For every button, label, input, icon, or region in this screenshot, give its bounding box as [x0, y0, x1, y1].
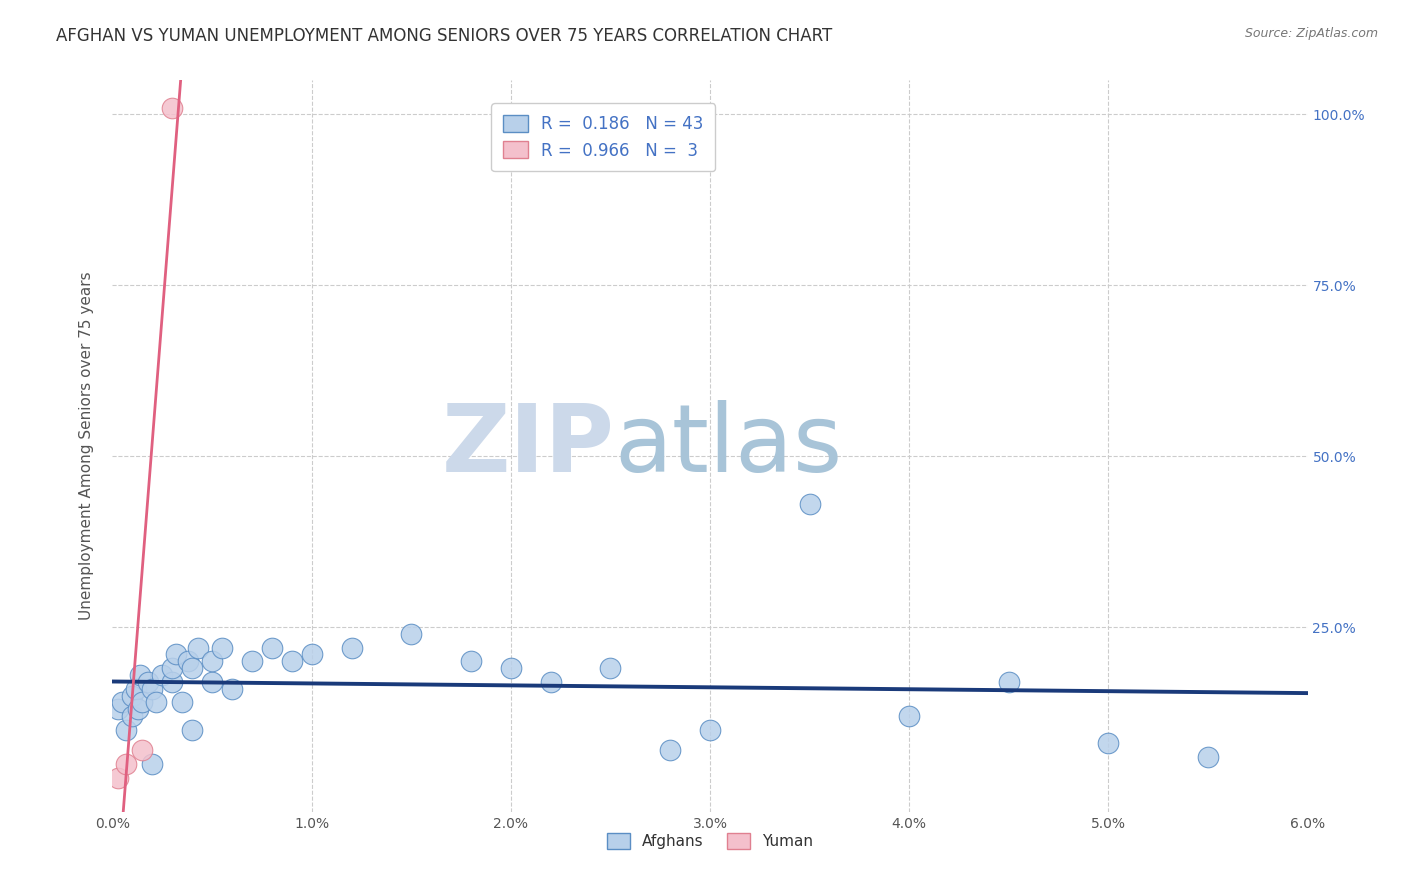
- Point: [162, 661, 183, 675]
- Point: [141, 756, 163, 771]
- Point: [111, 695, 134, 709]
- Point: [187, 640, 209, 655]
- Point: [131, 695, 153, 709]
- Point: [129, 668, 152, 682]
- Point: [659, 743, 682, 757]
- Point: [221, 681, 243, 696]
- Point: [125, 681, 148, 696]
- Text: AFGHAN VS YUMAN UNEMPLOYMENT AMONG SENIORS OVER 75 YEARS CORRELATION CHART: AFGHAN VS YUMAN UNEMPLOYMENT AMONG SENIO…: [56, 27, 832, 45]
- Point: [599, 661, 621, 675]
- Point: [998, 674, 1021, 689]
- Point: [201, 674, 224, 689]
- Point: [340, 640, 363, 655]
- Point: [540, 674, 562, 689]
- Point: [177, 654, 200, 668]
- Point: [301, 648, 323, 662]
- Point: [499, 661, 522, 675]
- Point: [162, 101, 183, 115]
- Point: [181, 723, 204, 737]
- Point: [281, 654, 304, 668]
- Point: [240, 654, 263, 668]
- Point: [460, 654, 482, 668]
- Text: Source: ZipAtlas.com: Source: ZipAtlas.com: [1244, 27, 1378, 40]
- Point: [699, 723, 721, 737]
- Text: atlas: atlas: [614, 400, 842, 492]
- Point: [401, 627, 423, 641]
- Legend: Afghans, Yuman: Afghans, Yuman: [600, 827, 820, 855]
- Point: [181, 661, 204, 675]
- Text: ZIP: ZIP: [441, 400, 614, 492]
- Point: [165, 648, 187, 662]
- Point: [162, 674, 183, 689]
- Point: [145, 695, 167, 709]
- Point: [211, 640, 233, 655]
- Y-axis label: Unemployment Among Seniors over 75 years: Unemployment Among Seniors over 75 years: [79, 272, 94, 620]
- Point: [799, 497, 821, 511]
- Point: [121, 689, 143, 703]
- Point: [260, 640, 283, 655]
- Point: [115, 723, 138, 737]
- Point: [141, 681, 163, 696]
- Point: [150, 668, 173, 682]
- Point: [898, 709, 921, 723]
- Point: [172, 695, 194, 709]
- Point: [1197, 750, 1219, 764]
- Point: [107, 771, 129, 785]
- Point: [201, 654, 224, 668]
- Point: [1097, 736, 1119, 750]
- Point: [131, 743, 153, 757]
- Point: [115, 756, 138, 771]
- Point: [138, 674, 160, 689]
- Point: [127, 702, 149, 716]
- Point: [107, 702, 129, 716]
- Point: [121, 709, 143, 723]
